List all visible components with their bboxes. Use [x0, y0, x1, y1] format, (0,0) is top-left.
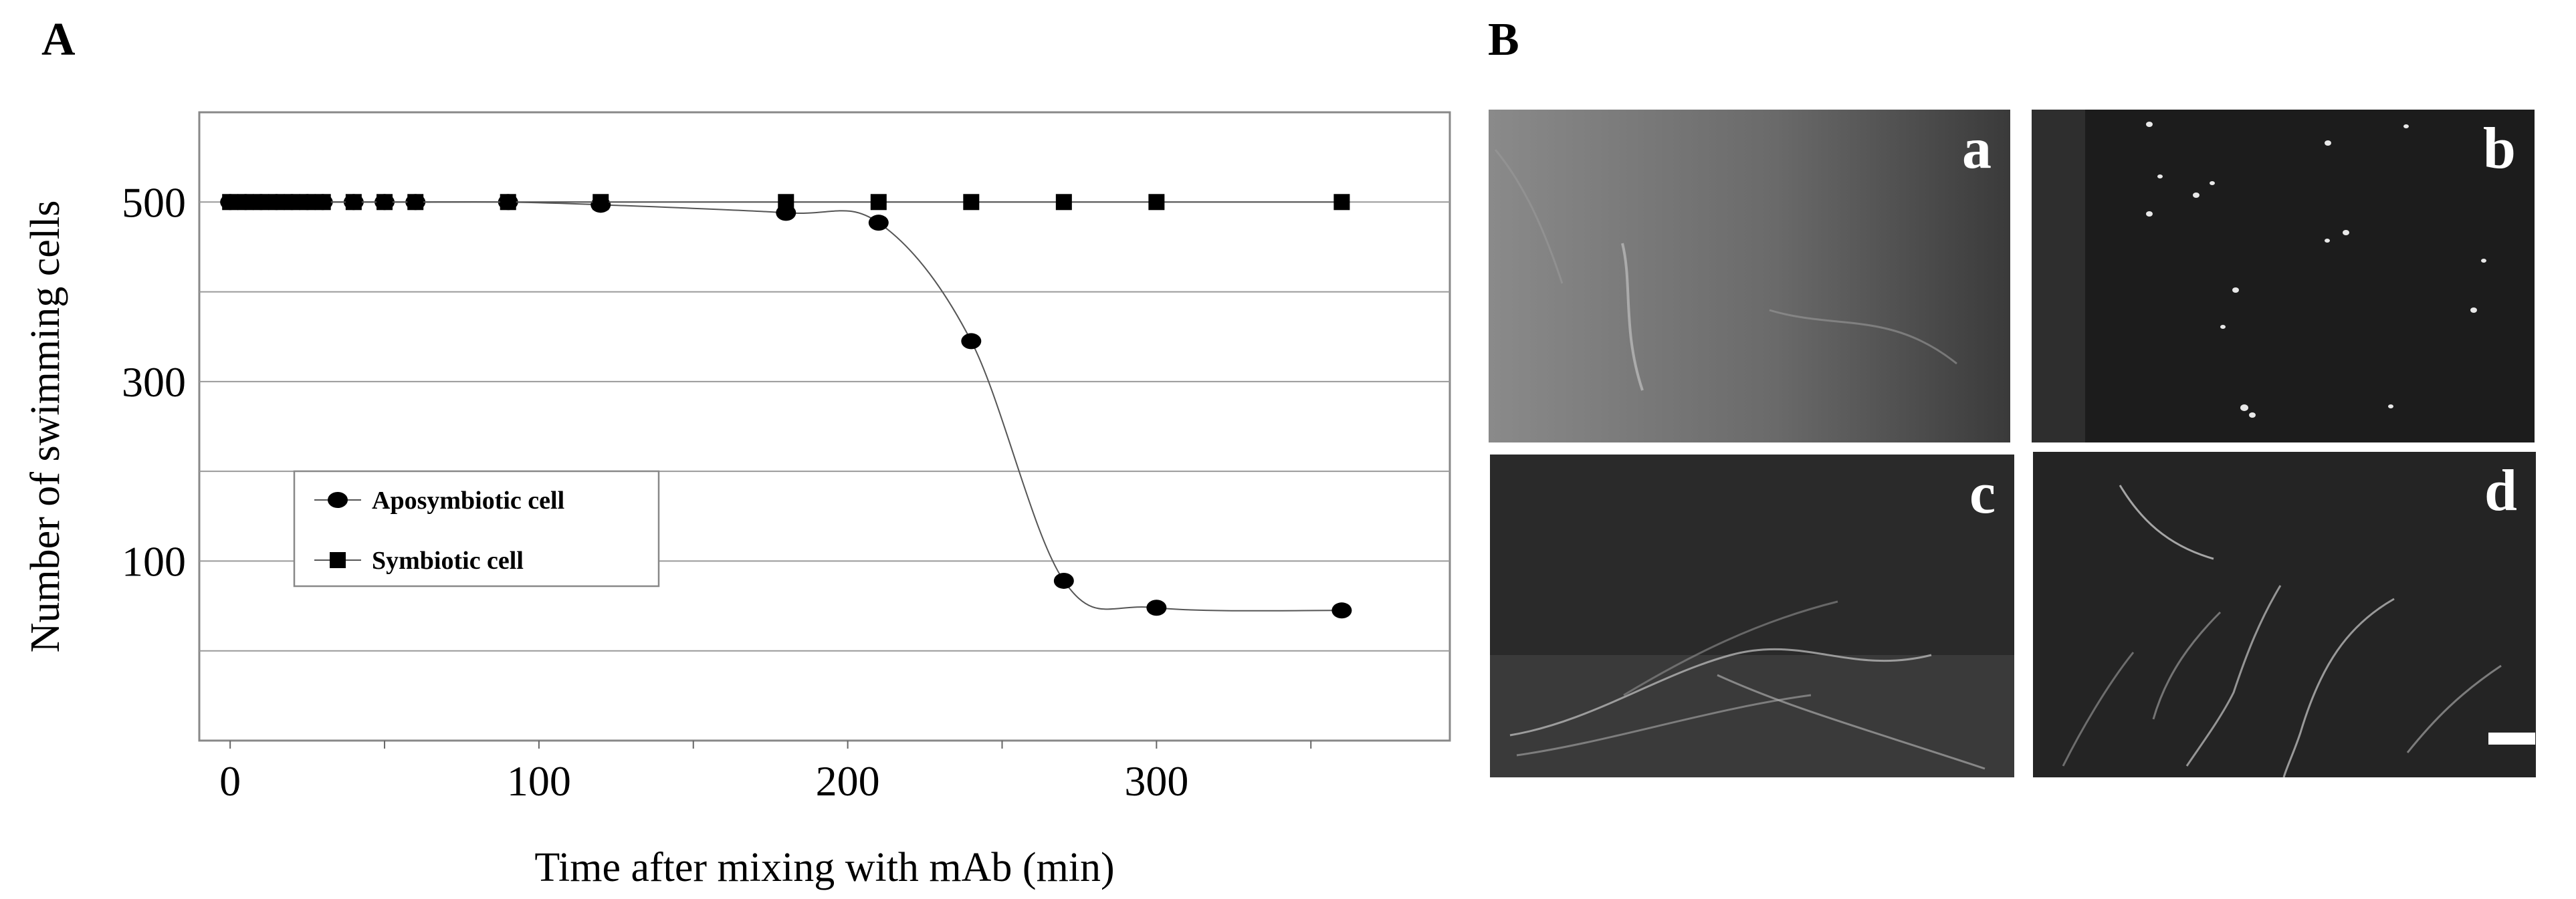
legend-marker-symbiotic	[330, 552, 346, 568]
legend-label-aposymbiotic: Aposymbiotic cell	[372, 487, 564, 515]
point-symbiotic-3	[268, 194, 285, 211]
point-symbiotic-8	[377, 194, 393, 211]
x-axis	[229, 741, 1312, 749]
point-symbiotic-2	[253, 194, 270, 211]
point-aposymbiotic-16	[1146, 600, 1167, 616]
micrograph-b: b	[2032, 110, 2535, 442]
point-symbiotic-1	[237, 194, 254, 211]
x-tick-labels: 0 100 200 300	[219, 757, 1188, 805]
plot-frame	[198, 111, 1451, 742]
micrograph-d: d	[2033, 452, 2536, 777]
x-tick-label-300: 300	[1124, 757, 1188, 805]
point-symbiotic-11	[593, 194, 609, 211]
point-symbiotic-0	[222, 194, 239, 211]
point-symbiotic-7	[345, 194, 362, 211]
panel-b-letter: B	[1488, 14, 1519, 66]
point-symbiotic-10	[500, 194, 516, 211]
point-symbiotic-4	[284, 194, 300, 211]
x-tick-label-0: 0	[219, 757, 241, 805]
point-symbiotic-17	[1333, 194, 1350, 211]
point-symbiotic-15	[1055, 194, 1072, 211]
y-tick-label-300: 300	[122, 358, 186, 406]
point-symbiotic-16	[1148, 194, 1165, 211]
x-axis-title: Time after mixing with mAb (min)	[534, 845, 1114, 890]
point-aposymbiotic-17	[1331, 602, 1352, 619]
point-symbiotic-13	[870, 194, 887, 211]
micrograph-c-label: c	[1969, 461, 1996, 526]
micrograph-d-label: d	[2484, 459, 2517, 523]
micrograph-a: a	[1489, 110, 2010, 442]
survival-chart: 0 100 200 300 100 300 500 Time after mixing w…	[23, 111, 1451, 890]
micrograph-b-label: b	[2483, 116, 2516, 181]
point-symbiotic-14	[963, 194, 980, 211]
y-tick-label-500: 500	[122, 178, 186, 226]
legend-marker-aposymbiotic	[328, 492, 348, 508]
micrograph-c: c	[1490, 455, 2014, 777]
legend-box	[293, 470, 660, 588]
point-aposymbiotic-15	[1053, 572, 1074, 589]
point-aposymbiotic-14	[961, 333, 982, 350]
point-symbiotic-6	[314, 194, 331, 211]
point-aposymbiotic-13	[868, 215, 889, 231]
series-layer	[220, 194, 1352, 619]
y-tick-labels: 100 300 500	[122, 178, 186, 585]
y-axis-title: Number of swimming cells	[23, 201, 68, 653]
x-tick-label-100: 100	[507, 757, 571, 805]
x-tick-label-200: 200	[816, 757, 880, 805]
panel-a-letter: A	[41, 14, 76, 66]
micrograph-a-label: a	[1962, 116, 1992, 181]
y-tick-label-100: 100	[122, 537, 186, 585]
point-symbiotic-12	[778, 194, 794, 211]
scale-bar	[2488, 733, 2535, 745]
legend: Aposymbiotic cell Symbiotic cell	[293, 470, 660, 588]
legend-label-symbiotic: Symbiotic cell	[372, 547, 524, 575]
point-symbiotic-5	[299, 194, 316, 211]
point-symbiotic-9	[407, 194, 424, 211]
